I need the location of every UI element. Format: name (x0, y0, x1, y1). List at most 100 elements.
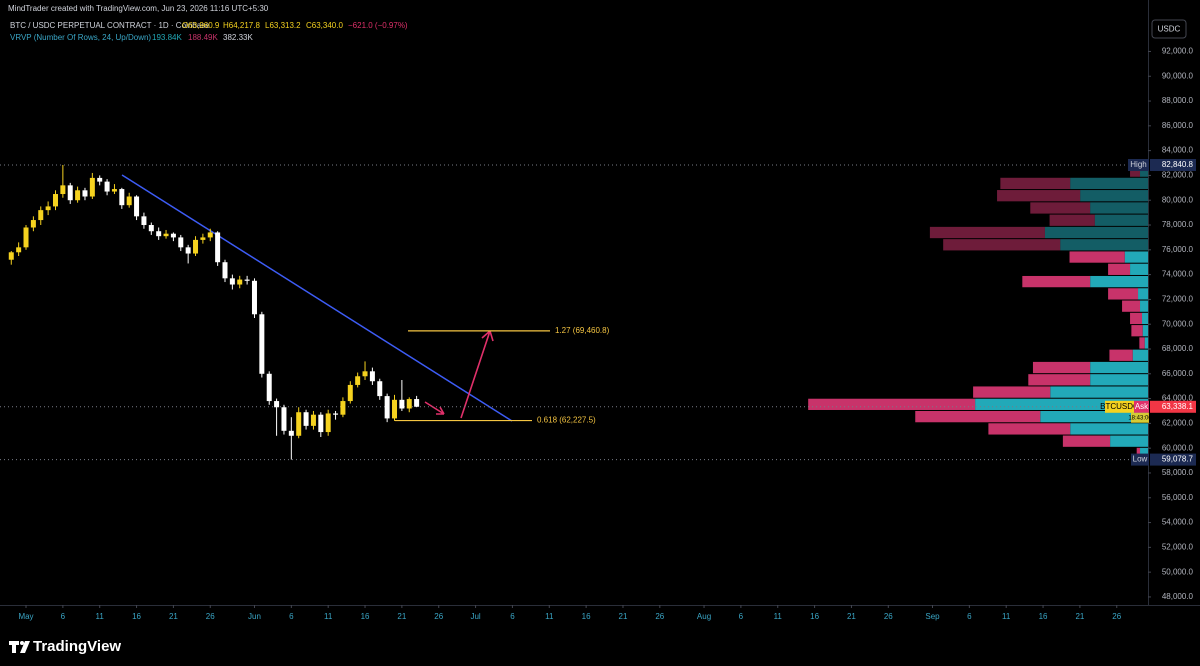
x-tick-label: 26 (206, 612, 215, 621)
candle-body (200, 237, 206, 240)
candle-body (82, 190, 88, 197)
candle-body (406, 399, 412, 409)
volume-up (1050, 386, 1148, 398)
candle-body (67, 185, 73, 201)
candle-body (392, 399, 398, 419)
ask-tag-box (1134, 400, 1149, 413)
candle-body (310, 414, 316, 426)
y-tick-label: 62,000.0 (1162, 418, 1194, 427)
y-tick-label: 78,000.0 (1162, 220, 1194, 229)
x-tick-label: May (18, 612, 33, 621)
candle-body (355, 376, 361, 385)
ohlc-value: O63,960.9 (182, 21, 220, 30)
y-tick-label: 48,000.0 (1162, 592, 1194, 601)
candle-body (362, 371, 368, 377)
candle-body (134, 196, 140, 217)
ask-symbol-box (1105, 400, 1134, 413)
y-tick-label: 52,000.0 (1162, 542, 1194, 551)
candle-body (8, 252, 14, 260)
low-value-box (1150, 453, 1196, 466)
volume-down (1131, 325, 1143, 337)
ohlc-value: H64,217.8 (223, 21, 260, 30)
candle-body (229, 278, 235, 285)
y-tick-label: 84,000.0 (1162, 146, 1194, 155)
candle-body (266, 373, 272, 402)
candle-body (244, 279, 250, 281)
arrow (460, 330, 494, 419)
x-tick-label: 6 (289, 612, 294, 621)
candle-body (141, 216, 147, 226)
candle-body (377, 381, 383, 397)
candle-body (215, 232, 221, 263)
high-tag: High (1130, 160, 1146, 169)
x-tick-label: 21 (169, 612, 178, 621)
ohlc-value: L63,313.2 (265, 21, 301, 30)
y-tick-label: 90,000.0 (1162, 71, 1194, 80)
y-tick-label: 86,000.0 (1162, 121, 1194, 130)
x-tick-label: 21 (847, 612, 856, 621)
candle-body (369, 371, 375, 382)
volume-up (1090, 275, 1148, 288)
currency[interactable]: USDC (1158, 25, 1181, 34)
volume-down (1022, 275, 1091, 288)
volume-down (915, 410, 1041, 423)
volume-up (1132, 349, 1148, 361)
brand: TradingView (33, 638, 121, 655)
x-tick-label: 26 (1112, 612, 1121, 621)
candle-body (251, 280, 257, 315)
candle-body (119, 189, 125, 206)
candle-body (259, 314, 265, 374)
logo-part (20, 641, 30, 653)
candle-body (414, 399, 420, 407)
x-tick-label: Jul (470, 612, 480, 621)
indicator-value: 382.33K (223, 33, 253, 42)
x-tick-label: 21 (397, 612, 406, 621)
brand-logo (9, 641, 30, 653)
candle-body (288, 430, 294, 436)
high-value-box (1150, 159, 1196, 172)
x-tick-label: 16 (361, 612, 370, 621)
volume-up (1144, 337, 1148, 349)
volume-up (1090, 202, 1148, 214)
y-tick-label: 92,000.0 (1162, 47, 1194, 56)
x-tick-label: Sep (925, 612, 940, 621)
volume-up (1090, 374, 1148, 386)
candle-body (399, 399, 405, 409)
volume-up (1138, 288, 1148, 300)
candle-body (222, 262, 228, 279)
x-tick-label: 16 (132, 612, 141, 621)
candle-body (384, 396, 390, 419)
candle-body (52, 194, 58, 207)
volume-down (997, 190, 1081, 202)
volume-down (1030, 202, 1091, 214)
volume-up (1060, 239, 1148, 251)
candle-body (185, 247, 191, 254)
logo-part (20, 641, 24, 645)
y-tick-label: 60,000.0 (1162, 443, 1194, 452)
x-tick-label: 6 (967, 612, 972, 621)
currency-box[interactable] (1151, 19, 1187, 39)
ask-value: 63,338.1 (1162, 402, 1194, 411)
candle-body (89, 177, 95, 197)
volume-up (975, 398, 1148, 410)
y-tick-label: 58,000.0 (1162, 468, 1194, 477)
volume-down (1139, 337, 1145, 349)
candle-body (333, 413, 339, 415)
volume-up (1140, 300, 1148, 312)
indicator: VRVP (Number Of Rows, 24, Up/Down) (10, 33, 151, 42)
x-tick-label: 21 (1075, 612, 1084, 621)
x-tick-label: 16 (1039, 612, 1048, 621)
volume-down (1032, 361, 1091, 374)
x-tick-label: 6 (739, 612, 744, 621)
volume-up (1140, 447, 1148, 460)
candle-body (340, 401, 346, 415)
countdown: 18:43:00 (1128, 415, 1152, 421)
y-tick-label: 82,000.0 (1162, 171, 1194, 180)
candle-body (170, 233, 176, 238)
ohlc-value: −621.0 (−0.97%) (348, 21, 408, 30)
candle-body (45, 206, 51, 211)
candle-body (318, 414, 324, 433)
candle-body (296, 412, 302, 436)
